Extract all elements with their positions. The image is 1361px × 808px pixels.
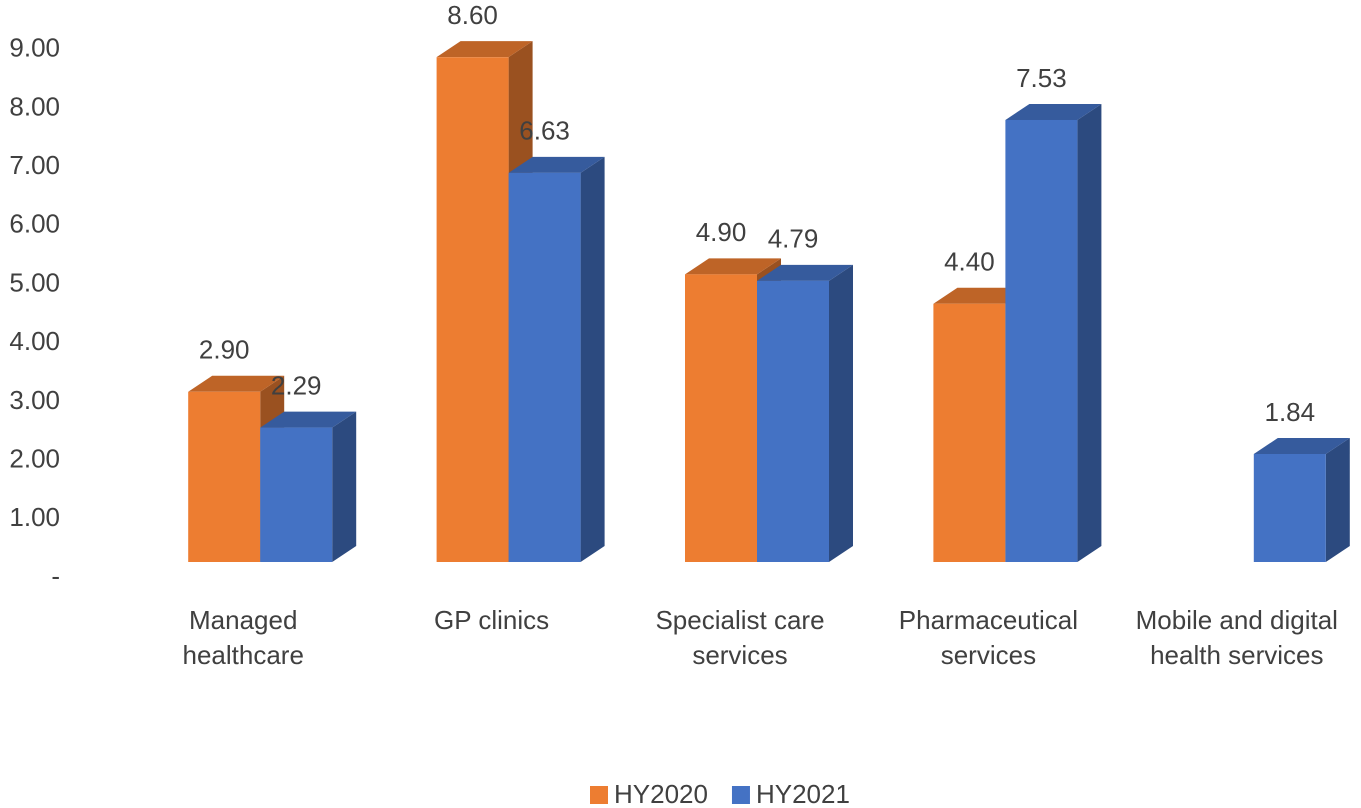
- bar-top: [508, 156, 605, 173]
- bar-top: [436, 41, 533, 58]
- data-label: 2.29: [271, 370, 322, 400]
- y-tick-label: 4.00: [9, 326, 60, 356]
- y-tick-label: 2.00: [9, 443, 60, 473]
- bar-side: [829, 264, 853, 562]
- y-tick-label: 7.00: [9, 150, 60, 180]
- bar-top: [1253, 437, 1350, 454]
- y-tick-label: 1.00: [9, 502, 60, 532]
- bar: [933, 303, 1006, 562]
- bar: [188, 391, 261, 562]
- bar-top: [260, 411, 357, 428]
- x-tick-label: Specialist care services: [655, 605, 824, 670]
- data-label: 4.90: [696, 217, 747, 247]
- y-tick-label: 8.00: [9, 91, 60, 121]
- bar: [757, 280, 829, 562]
- bar-side: [332, 411, 357, 562]
- bar: [685, 274, 757, 562]
- x-tick-label: GP clinics: [434, 605, 549, 635]
- bar-top: [1005, 103, 1102, 120]
- data-label: 6.63: [519, 116, 570, 146]
- bar-side: [1325, 437, 1350, 562]
- y-tick-label: 6.00: [9, 209, 60, 239]
- bar-side: [580, 156, 605, 562]
- y-tick-label: 3.00: [9, 385, 60, 415]
- bar: [260, 427, 333, 562]
- bar: [436, 57, 509, 563]
- x-tick-label-line: health services: [1150, 640, 1323, 670]
- bar-side: [1077, 103, 1102, 562]
- data-label: 7.53: [1016, 63, 1067, 93]
- x-tick-label-line: healthcare: [182, 640, 303, 670]
- legend-label: HY2020: [614, 779, 708, 808]
- x-tick-label: Managed healthcare: [182, 605, 303, 670]
- bar: [508, 172, 581, 562]
- data-label: 8.60: [447, 0, 498, 30]
- data-label: 1.84: [1264, 397, 1315, 427]
- x-tick-label-line: Mobile and digital: [1136, 605, 1338, 635]
- legend-label: HY2021: [756, 779, 850, 808]
- bar: [1005, 119, 1078, 562]
- x-tick-label-line: Managed: [189, 605, 297, 635]
- legend: HY2020 HY2021: [590, 779, 850, 808]
- y-tick-label: -: [51, 561, 60, 591]
- x-tick-label-line: services: [692, 640, 787, 670]
- y-tick-label: 5.00: [9, 267, 60, 297]
- x-tick-label-line: GP clinics: [434, 605, 549, 635]
- data-label: 2.90: [199, 335, 250, 365]
- x-tick-label-line: Specialist care: [655, 605, 824, 635]
- bar-top: [757, 264, 853, 281]
- x-tick-label: Mobile and digital health services: [1136, 605, 1338, 670]
- bar-top: [188, 375, 285, 392]
- legend-swatch: [590, 786, 608, 804]
- bar: [1253, 453, 1326, 562]
- x-tick-label: Pharmaceutical services: [899, 605, 1078, 670]
- data-label: 4.40: [944, 247, 995, 277]
- bar-top: [685, 258, 781, 275]
- legend-swatch: [731, 786, 750, 804]
- data-label: 4.79: [768, 224, 819, 254]
- y-tick-label: 9.00: [9, 33, 60, 63]
- x-tick-label-line: Pharmaceutical: [899, 605, 1078, 635]
- x-tick-label-line: services: [941, 640, 1036, 670]
